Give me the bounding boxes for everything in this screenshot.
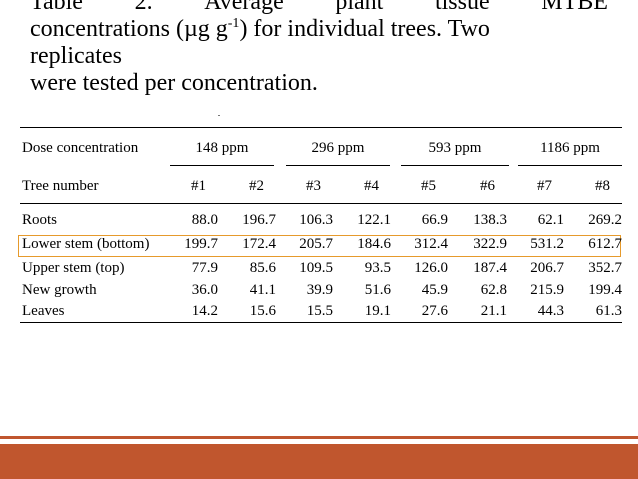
tree-header-label: Tree number <box>22 178 99 194</box>
table-cell: 322.9 <box>473 236 507 252</box>
tree-header-3: #3 <box>306 178 321 194</box>
row-label: Upper stem (top) <box>22 260 125 276</box>
table-bottom-rule <box>20 322 622 323</box>
table-caption: Table 2. Average plant tissue MTBE conce… <box>30 0 608 97</box>
footer-bar <box>0 444 638 479</box>
table-cell: 41.1 <box>249 282 276 298</box>
dose-group-rule <box>170 165 274 166</box>
table-top-rule <box>20 127 622 128</box>
dose-header-296: 296 ppm <box>311 140 365 156</box>
table-cell: 93.5 <box>364 260 391 276</box>
table-cell: 352.7 <box>588 260 622 276</box>
row-label: Lower stem (bottom) <box>22 236 150 252</box>
caption-word: plant <box>335 0 384 15</box>
caption-word: tissue <box>434 0 490 15</box>
table-cell: 531.2 <box>530 236 564 252</box>
caption-word: Average <box>204 0 284 15</box>
tree-header-8: #8 <box>595 178 610 194</box>
table-cell: 184.6 <box>357 236 391 252</box>
row-label: Roots <box>22 212 58 228</box>
table-cell: 122.1 <box>357 212 391 228</box>
table-cell: 215.9 <box>530 282 564 298</box>
caption-superscript: -1 <box>227 16 240 31</box>
dose-group-rule <box>518 165 622 166</box>
table-cell: 15.5 <box>306 303 333 319</box>
table-cell: 21.1 <box>480 303 507 319</box>
tree-header-7: #7 <box>537 178 552 194</box>
table-cell: 77.9 <box>191 260 218 276</box>
table-cell: 312.4 <box>414 236 448 252</box>
caption-text: ) for individual trees. Two <box>239 16 490 42</box>
table-cell: 106.3 <box>299 212 333 228</box>
table-cell: 206.7 <box>530 260 564 276</box>
table-cell: 199.4 <box>588 282 622 298</box>
table-cell: 88.0 <box>191 212 218 228</box>
table-cell: 187.4 <box>473 260 507 276</box>
header-bottom-rule <box>20 203 622 204</box>
row-label: Leaves <box>22 303 65 319</box>
table-cell: 612.7 <box>588 236 622 252</box>
caption-word: MTBE <box>541 0 608 15</box>
table-cell: 62.8 <box>480 282 507 298</box>
tree-header-5: #5 <box>421 178 436 194</box>
table-cell: 138.3 <box>473 212 507 228</box>
dose-group-rule <box>286 165 390 166</box>
highlight-box <box>18 235 621 257</box>
table-cell: 66.9 <box>421 212 448 228</box>
caption-word: Table <box>30 0 83 15</box>
table-cell: 199.7 <box>184 236 218 252</box>
caption-line-3: replicates <box>30 43 122 69</box>
table-cell: 196.7 <box>242 212 276 228</box>
table-cell: 172.4 <box>242 236 276 252</box>
table-cell: 36.0 <box>191 282 218 298</box>
caption-text: concentrations (µg g <box>30 16 228 42</box>
table-cell: 39.9 <box>306 282 333 298</box>
dose-header-593: 593 ppm <box>428 140 482 156</box>
footer-divider <box>0 436 638 439</box>
table-cell: 44.3 <box>537 303 564 319</box>
tree-header-1: #1 <box>191 178 206 194</box>
table-cell: 19.1 <box>364 303 391 319</box>
table-cell: 62.1 <box>537 212 564 228</box>
table-cell: 205.7 <box>299 236 333 252</box>
dose-header-1186: 1186 ppm <box>540 140 600 156</box>
table-cell: 14.2 <box>191 303 218 319</box>
caption-line-1: Table 2. Average plant tissue MTBE <box>30 0 608 16</box>
dose-header-label: Dose concentration <box>22 140 139 156</box>
table-cell: 27.6 <box>421 303 448 319</box>
tree-header-4: #4 <box>364 178 379 194</box>
caption-line-2: concentrations (µg g-1) for individual t… <box>30 16 608 43</box>
stray-mark <box>218 115 220 116</box>
row-label: New growth <box>22 282 97 298</box>
table-cell: 15.6 <box>249 303 276 319</box>
table-cell: 85.6 <box>249 260 276 276</box>
tree-header-2: #2 <box>249 178 264 194</box>
table-cell: 269.2 <box>588 212 622 228</box>
dose-header-148: 148 ppm <box>195 140 249 156</box>
table-cell: 61.3 <box>595 303 622 319</box>
caption-word: 2. <box>134 0 153 15</box>
table-cell: 51.6 <box>364 282 391 298</box>
table-cell: 126.0 <box>414 260 448 276</box>
table-cell: 45.9 <box>421 282 448 298</box>
caption-line-4: were tested per concentration. <box>30 70 318 96</box>
table-cell: 109.5 <box>299 260 333 276</box>
tree-header-6: #6 <box>480 178 495 194</box>
dose-group-rule <box>401 165 509 166</box>
